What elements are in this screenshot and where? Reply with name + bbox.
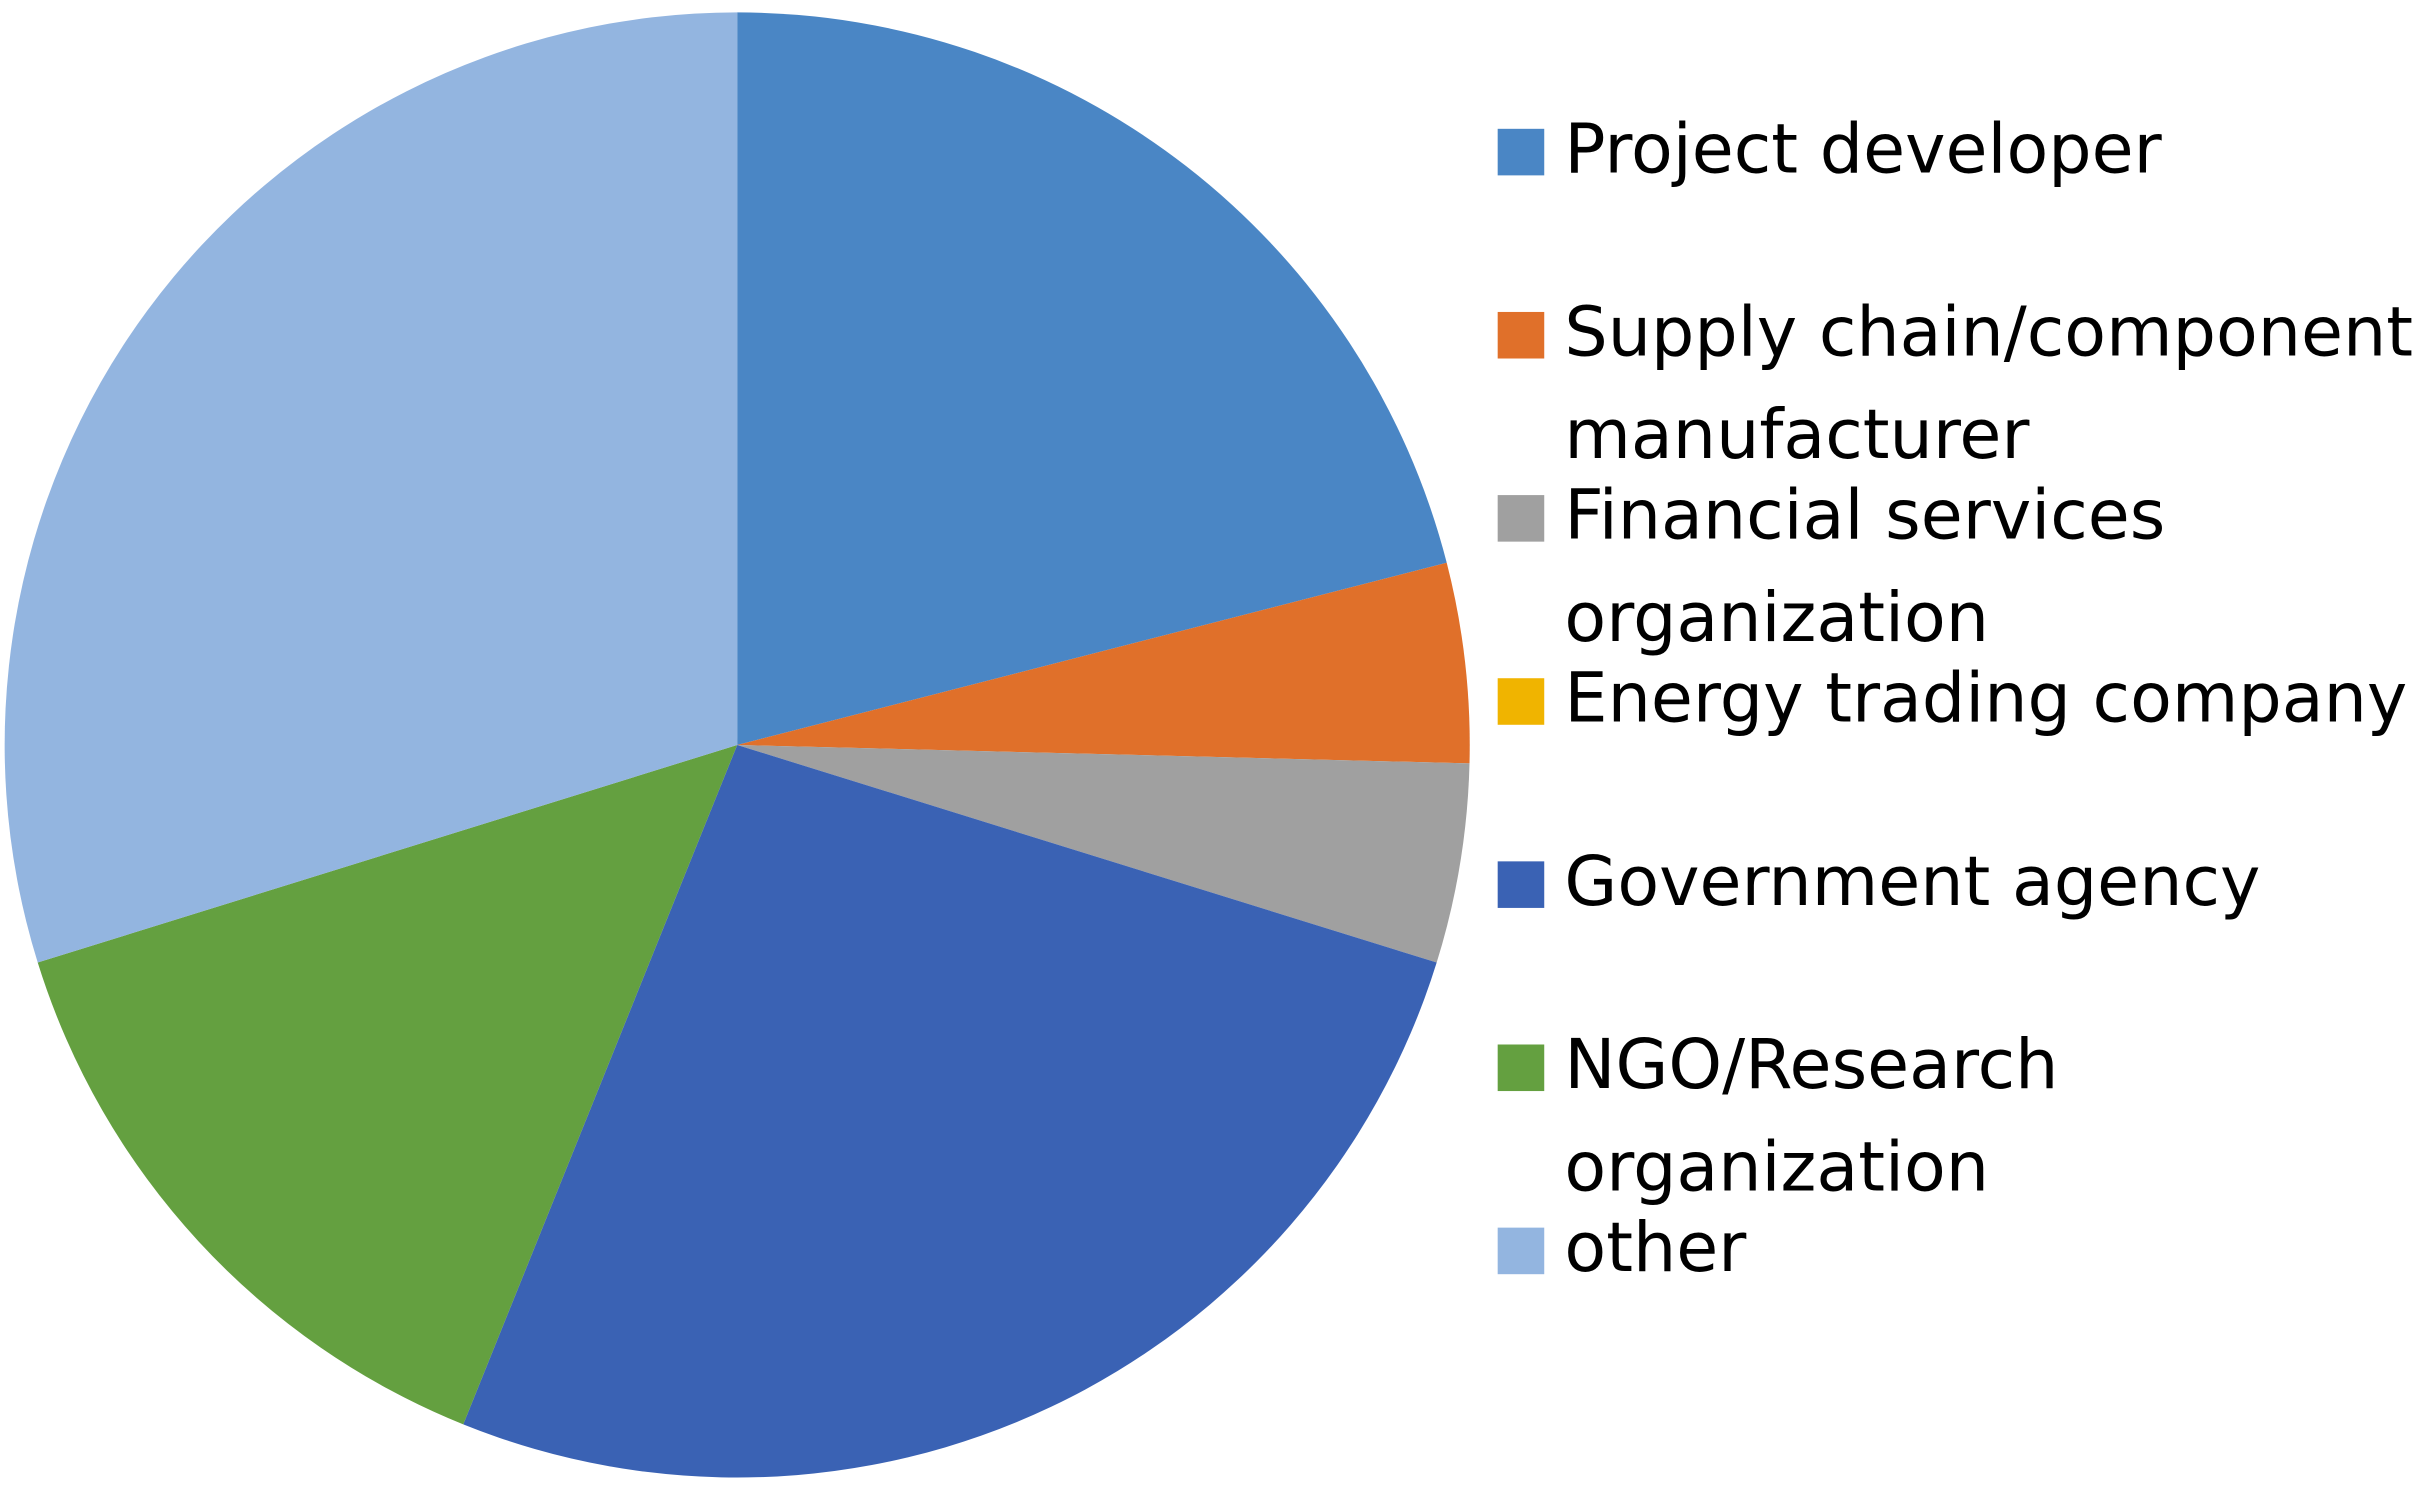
legend-label: Government agency	[1564, 842, 2261, 922]
legend-swatch	[1497, 128, 1545, 176]
pie-slice	[37, 744, 738, 1425]
legend-label: Financial services organization	[1564, 476, 2166, 659]
legend-label: Supply chain/component manufacturer	[1564, 293, 2414, 475]
pie-slice	[4, 12, 738, 963]
legend-label: Energy trading company	[1564, 659, 2408, 739]
legend-swatch	[1497, 1044, 1545, 1092]
legend-swatch	[1497, 678, 1545, 725]
pie-slice	[737, 744, 1470, 963]
legend-swatch	[1497, 1227, 1545, 1275]
pie-slice	[737, 12, 1447, 745]
legend-label: NGO/Research organization	[1564, 1025, 2059, 1208]
legend-swatch	[1497, 311, 1545, 359]
legend-swatch	[1497, 861, 1545, 908]
legend-label: Project developer	[1564, 110, 2162, 190]
pie-slice	[737, 562, 1470, 764]
pie-area	[4, 12, 1470, 1478]
legend-label: other	[1564, 1209, 1747, 1289]
legend-swatch	[1497, 495, 1545, 542]
pie-slice	[463, 744, 1437, 1478]
